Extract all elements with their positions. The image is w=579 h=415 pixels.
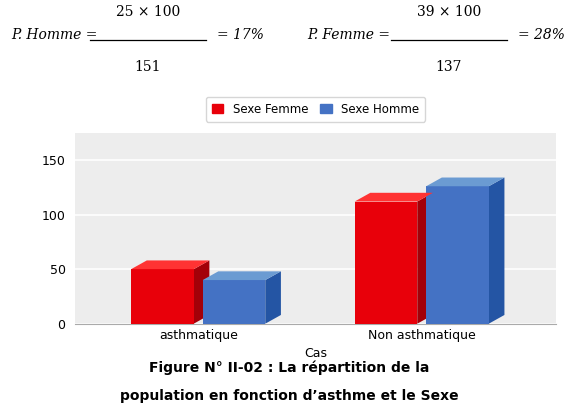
- Polygon shape: [355, 193, 433, 202]
- Polygon shape: [489, 178, 504, 324]
- Text: P. Femme =: P. Femme =: [307, 28, 390, 42]
- Bar: [426, 186, 489, 324]
- Polygon shape: [265, 271, 281, 324]
- X-axis label: Cas: Cas: [304, 347, 327, 360]
- Text: = 17%: = 17%: [217, 28, 264, 42]
- Polygon shape: [417, 193, 433, 324]
- Text: P. Homme =: P. Homme =: [12, 28, 98, 42]
- Text: 151: 151: [134, 60, 161, 74]
- Text: 25 × 100: 25 × 100: [116, 5, 179, 20]
- Polygon shape: [194, 261, 210, 324]
- Bar: [131, 269, 194, 324]
- Text: population en fonction d’asthme et le Sexe: population en fonction d’asthme et le Se…: [120, 389, 459, 403]
- Text: 137: 137: [435, 60, 462, 74]
- Bar: [203, 280, 265, 324]
- Text: = 28%: = 28%: [518, 28, 565, 42]
- Text: 39 × 100: 39 × 100: [417, 5, 481, 20]
- Bar: [355, 202, 417, 324]
- Polygon shape: [426, 178, 504, 186]
- Polygon shape: [131, 261, 210, 269]
- Polygon shape: [203, 271, 281, 280]
- Legend: Sexe Femme, Sexe Homme: Sexe Femme, Sexe Homme: [206, 97, 426, 122]
- Text: Figure N° II-02 : La répartition de la: Figure N° II-02 : La répartition de la: [149, 360, 430, 374]
